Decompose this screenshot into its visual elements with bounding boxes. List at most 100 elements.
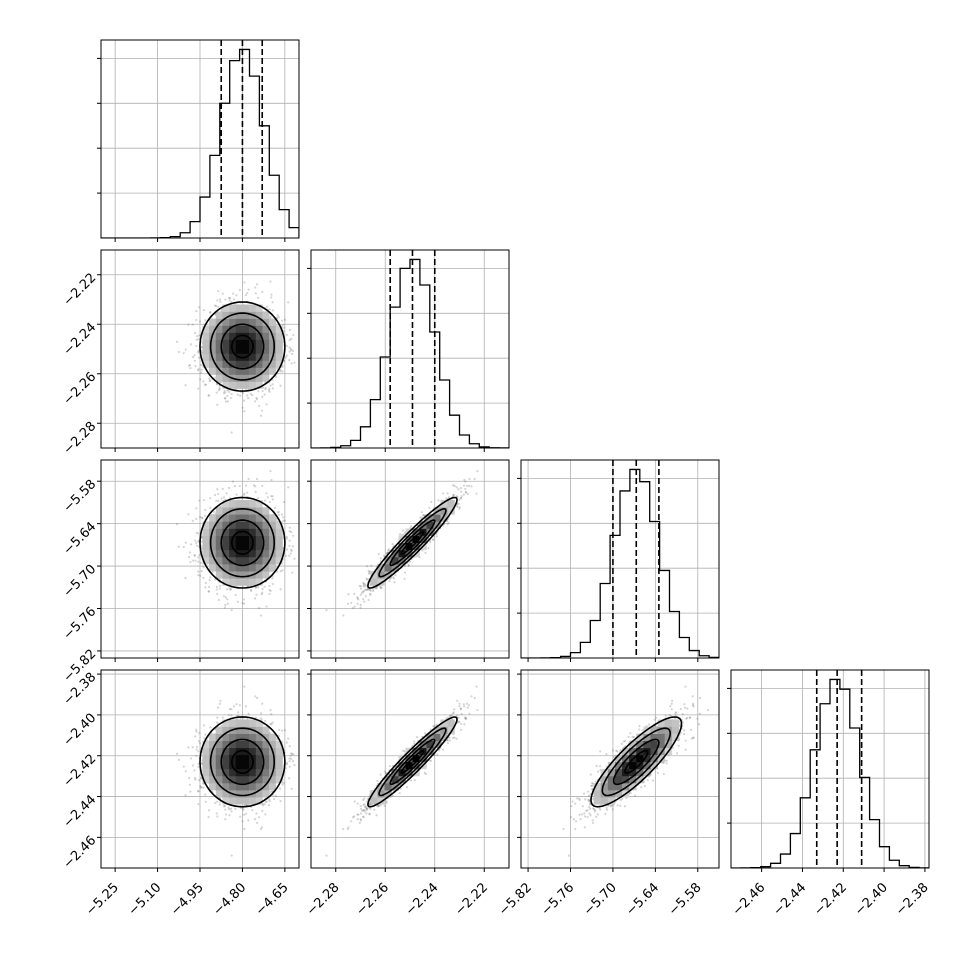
scatter-point bbox=[402, 529, 405, 532]
density-cell bbox=[235, 556, 243, 565]
scatter-point bbox=[260, 593, 263, 596]
density-cell bbox=[215, 332, 223, 340]
scatter-point bbox=[273, 797, 276, 801]
scatter-point bbox=[236, 711, 240, 714]
density-cell bbox=[275, 353, 283, 361]
scatter-point bbox=[202, 308, 205, 312]
scatter-point bbox=[285, 535, 288, 538]
scatter-point bbox=[216, 403, 219, 406]
scatter-point bbox=[202, 724, 205, 727]
density-cell bbox=[215, 311, 223, 319]
density-cell bbox=[255, 311, 263, 319]
y-tick-label: −5.70 bbox=[61, 562, 100, 601]
scatter-point bbox=[292, 534, 295, 537]
density-cell bbox=[202, 556, 210, 565]
density-cell bbox=[229, 500, 237, 508]
density-cell bbox=[215, 374, 223, 382]
scatter-point bbox=[195, 531, 198, 534]
scatter-point bbox=[266, 305, 269, 308]
scatter-point bbox=[346, 602, 349, 605]
histogram-steps bbox=[311, 258, 509, 448]
scatter-point bbox=[246, 291, 249, 295]
scatter-point bbox=[223, 397, 227, 400]
density-cell bbox=[222, 549, 230, 558]
scatter-point bbox=[283, 500, 286, 504]
scatter-point bbox=[199, 776, 203, 780]
scatter-point bbox=[271, 582, 274, 586]
scatter-point bbox=[244, 484, 248, 487]
scatter-point bbox=[214, 376, 217, 379]
density-cell bbox=[215, 507, 223, 515]
density-cell bbox=[209, 367, 217, 375]
density-cell bbox=[202, 528, 210, 536]
scatter-point bbox=[265, 492, 268, 495]
density-cell bbox=[202, 521, 210, 529]
scatter-point bbox=[204, 319, 207, 322]
scatter-point bbox=[274, 375, 278, 378]
scatter-point bbox=[236, 600, 239, 603]
scatter-point bbox=[242, 399, 246, 402]
scatter-point bbox=[271, 301, 274, 304]
scatter-point bbox=[302, 540, 304, 542]
scatter-point bbox=[264, 388, 267, 391]
scatter-point bbox=[242, 493, 246, 497]
scatter-point bbox=[293, 557, 296, 560]
scatter-point bbox=[202, 380, 205, 383]
scatter-point bbox=[459, 497, 462, 500]
scatter-point bbox=[269, 589, 272, 593]
scatter-point bbox=[282, 323, 285, 327]
density-cell bbox=[229, 556, 237, 565]
scatter-point bbox=[218, 587, 221, 590]
density-cell bbox=[215, 535, 223, 544]
density-cell bbox=[242, 578, 250, 586]
scatter-point bbox=[266, 496, 269, 499]
scatter-point bbox=[398, 533, 402, 536]
density-cell bbox=[426, 521, 434, 529]
scatter-point bbox=[175, 523, 179, 526]
scatter-point bbox=[283, 318, 287, 321]
density-cell bbox=[255, 556, 263, 565]
scatter-point bbox=[447, 521, 450, 524]
density-cell bbox=[255, 507, 263, 515]
scatter-point bbox=[218, 386, 221, 390]
scatter-point bbox=[215, 383, 218, 386]
density-cell bbox=[235, 578, 243, 586]
scatter-point bbox=[356, 597, 359, 600]
scatter-point bbox=[458, 507, 461, 510]
density-cell bbox=[262, 556, 270, 565]
density-cell bbox=[222, 311, 230, 319]
scatter-point bbox=[290, 549, 293, 553]
scatter-point bbox=[353, 605, 356, 608]
density-cell bbox=[249, 556, 257, 565]
scatter-point bbox=[247, 397, 250, 400]
scatter-point bbox=[254, 292, 257, 295]
density-cell bbox=[235, 325, 243, 333]
density-cell bbox=[209, 535, 217, 544]
density-cell bbox=[262, 514, 270, 522]
scatter-point bbox=[194, 559, 197, 562]
scatter-point bbox=[188, 363, 191, 367]
scatter-point bbox=[249, 588, 253, 591]
scatter-point bbox=[424, 551, 427, 555]
scatter-point bbox=[285, 354, 289, 357]
scatter-point bbox=[382, 554, 385, 557]
scatter-point bbox=[241, 601, 244, 605]
contour-level-0 bbox=[230, 530, 254, 555]
scatter-point bbox=[238, 704, 241, 707]
scatter-point bbox=[420, 511, 423, 514]
scatter-point bbox=[197, 573, 200, 577]
scatter-point bbox=[462, 493, 465, 496]
density-cell bbox=[262, 311, 270, 319]
density-cell bbox=[262, 521, 270, 529]
scatter-point bbox=[194, 539, 197, 542]
scatter-point bbox=[243, 602, 246, 605]
scatter-point bbox=[200, 570, 203, 573]
scatter-point bbox=[445, 497, 448, 500]
scatter-point bbox=[394, 574, 397, 577]
scatter-point bbox=[300, 784, 302, 786]
scatter-point bbox=[177, 350, 180, 354]
scatter-point bbox=[226, 588, 229, 591]
scatter-point bbox=[288, 526, 291, 529]
density-cell bbox=[249, 353, 257, 361]
scatter-point bbox=[271, 577, 274, 580]
